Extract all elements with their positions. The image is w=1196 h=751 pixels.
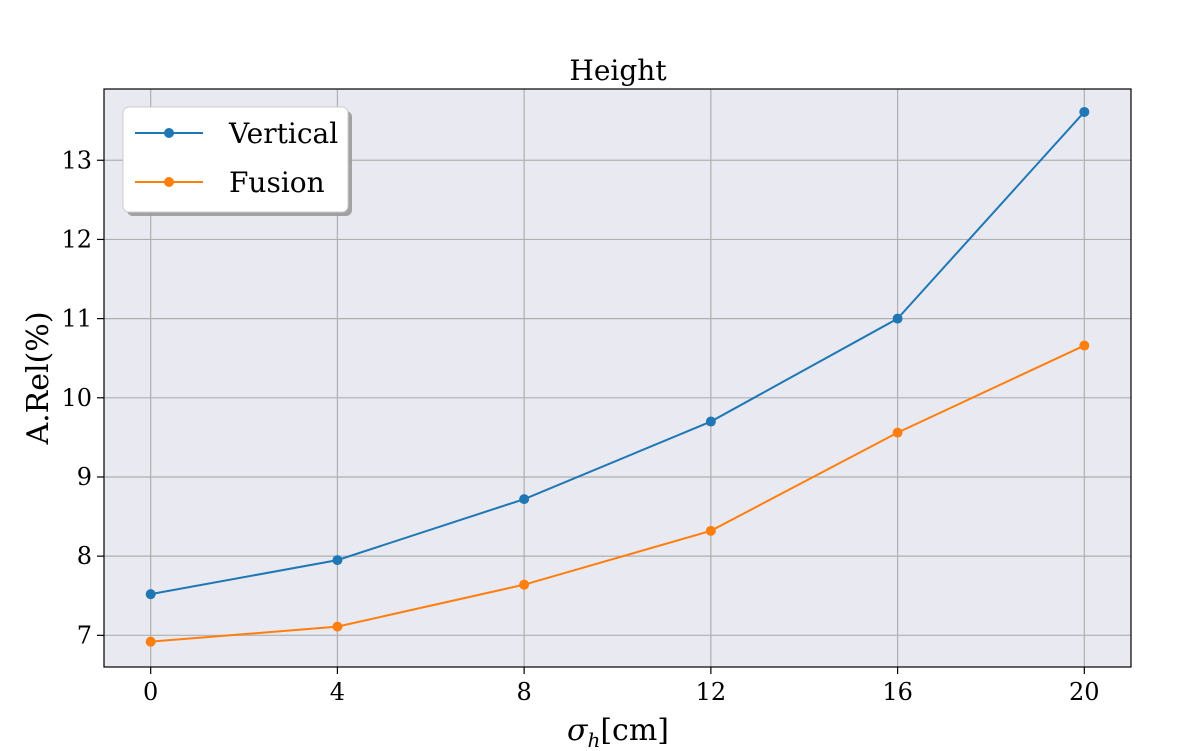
data-point-vertical [519, 494, 530, 505]
y-tick-label: 11 [61, 305, 92, 333]
legend-marker-vertical [164, 128, 174, 138]
y-axis-title: A.Rel(%) [21, 311, 56, 445]
x-tick-label: 20 [1069, 678, 1100, 706]
legend-marker-fusion [164, 177, 174, 187]
y-tick-label: 13 [61, 146, 92, 174]
data-point-fusion [892, 427, 903, 438]
legend-label-vertical: Vertical [228, 117, 338, 150]
x-axis-unit: [cm] [600, 713, 669, 748]
data-point-fusion [519, 579, 530, 590]
plot-frame [103, 88, 1132, 668]
x-tick-label: 12 [696, 678, 727, 706]
chart-title: Height [569, 54, 667, 87]
data-point-fusion [145, 636, 156, 647]
grid [104, 89, 1131, 667]
data-point-fusion [705, 525, 716, 536]
x-tick-label: 4 [330, 678, 345, 706]
y-tick-label: 7 [77, 621, 92, 649]
series-line-fusion [150, 344, 1085, 643]
x-axis-title: σh[cm] [567, 713, 669, 751]
data-point-vertical [1079, 106, 1090, 117]
series-layer [145, 106, 1090, 647]
legend: Vertical Fusion [122, 106, 352, 216]
series-line-vertical [150, 111, 1086, 596]
x-tick-label: 16 [882, 678, 913, 706]
y-tick-label: 9 [77, 463, 92, 491]
y-tick-label: 10 [61, 384, 92, 412]
data-point-fusion [1079, 340, 1090, 351]
x-axis-subscript: h [587, 728, 600, 751]
legend-label-fusion: Fusion [229, 166, 325, 199]
data-point-vertical [705, 416, 716, 427]
ticks: 0 4 8 12 16 20 7 8 9 10 11 12 13 [61, 146, 1099, 706]
x-axis-symbol: σ [567, 713, 589, 748]
data-point-vertical [332, 555, 343, 566]
y-tick-label: 12 [61, 225, 92, 253]
x-tick-label: 0 [143, 678, 158, 706]
data-point-vertical [892, 313, 903, 324]
data-point-vertical [145, 589, 156, 600]
x-tick-label: 8 [516, 678, 531, 706]
data-point-fusion [332, 621, 343, 632]
y-tick-label: 8 [77, 542, 92, 570]
